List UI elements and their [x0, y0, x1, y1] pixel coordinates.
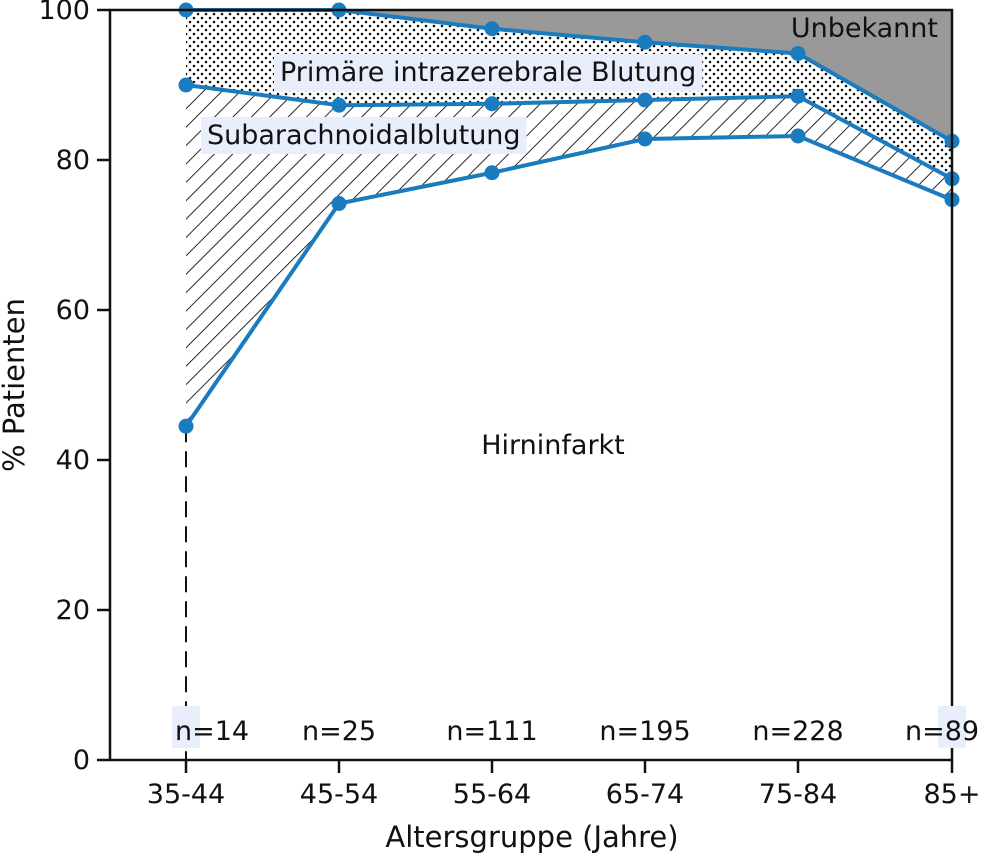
sample-size-label: n=228 [752, 716, 843, 747]
sample-size-label: n=111 [446, 716, 537, 747]
region-label-background [201, 117, 527, 154]
point-subarachnoidalblutung-55-64 [484, 96, 500, 112]
plot-frame [108, 8, 954, 762]
y-tick-label: 40 [56, 445, 90, 476]
y-tick-label: 20 [56, 595, 90, 626]
line-subarachnoidalblutung [185, 83, 953, 181]
x-axis-title: Altersgruppe (Jahre) [385, 820, 678, 854]
line-hirninfarkt [184, 134, 953, 428]
point-subarachnoidalblutung-65-74 [637, 92, 653, 108]
region-label-primare-intrazerebrale-blutung: Primäre intrazerebrale Blutung [274, 54, 703, 91]
region-label-hirninfarkt: Hirninfarkt [481, 430, 625, 461]
area-unbekannt [186, 10, 952, 142]
sample-size-label: n=25 [302, 716, 376, 747]
x-tick-label: 65-74 [606, 779, 684, 810]
svg-text:Primäre intrazerebrale Blutung: Primäre intrazerebrale Blutung [280, 57, 696, 88]
point-hirninfarkt-65-74 [637, 131, 653, 147]
point-subarachnoidalblutung-35-44 [178, 77, 194, 93]
x-tick-label: 85+ [924, 779, 981, 810]
sample-size-label: n=14 [175, 716, 249, 747]
svg-text:Unbekannt: Unbekannt [791, 13, 938, 44]
y-tick-label: 60 [56, 295, 90, 326]
x-tick-label: 55-64 [453, 779, 531, 810]
point-primare-intrazerebrale-blutung-75-84 [790, 46, 806, 61]
x-tick-label: 45-54 [300, 779, 378, 810]
point-primare-intrazerebrale-blutung-65-74 [637, 34, 653, 50]
y-tick-label: 100 [38, 0, 90, 26]
sample-size-label: n=195 [599, 716, 690, 747]
y-tick-label: 0 [73, 745, 90, 776]
area-subarachnoidalblutung [186, 85, 952, 427]
svg-text:Subarachnoidalblutung: Subarachnoidalblutung [207, 120, 521, 151]
point-subarachnoidalblutung-45-54 [331, 97, 347, 113]
area-hirninfarkt [186, 136, 952, 760]
n-label-highlight [938, 706, 966, 748]
point-hirninfarkt-75-84 [790, 128, 806, 144]
point-primare-intrazerebrale-blutung-55-64 [484, 21, 500, 37]
x-tick-label: 75-84 [759, 779, 837, 810]
point-hirninfarkt-55-64 [484, 165, 500, 181]
point-subarachnoidalblutung-75-84 [790, 88, 806, 104]
svg-text:Hirninfarkt: Hirninfarkt [481, 430, 625, 461]
point-hirninfarkt-35-44 [178, 418, 194, 434]
point-hirninfarkt-45-54 [331, 196, 347, 211]
region-label-background [274, 54, 703, 91]
y-axis-title: % Patienten [0, 298, 31, 472]
y-tick-label: 80 [56, 145, 90, 176]
n-label-highlight [172, 706, 200, 748]
x-tick-label: 35-44 [147, 779, 225, 810]
sample-size-label: n=89 [905, 716, 979, 747]
region-label-subarachnoidalblutung: Subarachnoidalblutung [201, 117, 527, 154]
region-label-unbekannt: Unbekannt [791, 13, 938, 44]
